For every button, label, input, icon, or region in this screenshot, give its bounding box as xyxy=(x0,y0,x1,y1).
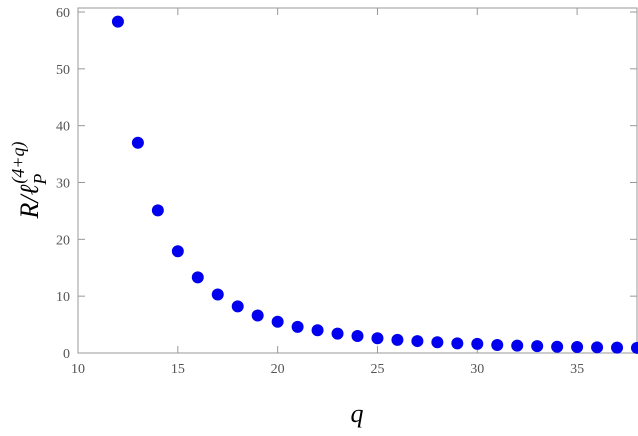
y-label-base: R/ℓ xyxy=(15,184,44,219)
y-tick-label: 50 xyxy=(56,63,70,78)
point xyxy=(391,333,404,346)
x-tick-label: 30 xyxy=(470,362,484,377)
point xyxy=(231,300,244,313)
point xyxy=(271,315,284,328)
point xyxy=(511,339,524,352)
y-tick-label: 60 xyxy=(56,6,70,21)
y-tick-label: 30 xyxy=(56,177,70,192)
x-tick-label: 10 xyxy=(71,362,85,377)
x-tick-label: 20 xyxy=(271,362,285,377)
point xyxy=(411,335,424,348)
x-tick-label: 35 xyxy=(570,362,584,377)
point xyxy=(351,329,364,342)
point xyxy=(111,15,124,28)
y-label-sub: P xyxy=(30,174,50,186)
point xyxy=(631,341,638,354)
point xyxy=(291,320,304,333)
point xyxy=(151,204,164,217)
point xyxy=(571,341,584,354)
x-tick-label: 15 xyxy=(171,362,185,377)
point xyxy=(331,327,344,340)
point xyxy=(451,337,464,350)
point xyxy=(431,336,444,349)
y-axis-label: R/ℓP(4+q) xyxy=(8,141,50,219)
point xyxy=(131,136,144,149)
point xyxy=(491,339,504,352)
y-tick-label: 10 xyxy=(56,290,70,305)
plot-frame xyxy=(77,7,638,354)
point xyxy=(171,245,184,258)
x-axis-label: q xyxy=(351,399,364,428)
point xyxy=(371,332,384,345)
point xyxy=(471,337,484,350)
point xyxy=(591,341,604,354)
point xyxy=(611,341,624,354)
y-tick-label: 20 xyxy=(56,233,70,248)
point xyxy=(191,271,204,284)
point xyxy=(551,340,564,353)
y-label-sup: (4+q) xyxy=(8,141,29,183)
point xyxy=(311,324,324,337)
y-tick-label: 40 xyxy=(56,120,70,135)
y-tick-label: 0 xyxy=(63,347,70,362)
point xyxy=(211,288,224,301)
point xyxy=(251,309,264,322)
point xyxy=(531,340,544,353)
x-tick-label: 25 xyxy=(370,362,384,377)
